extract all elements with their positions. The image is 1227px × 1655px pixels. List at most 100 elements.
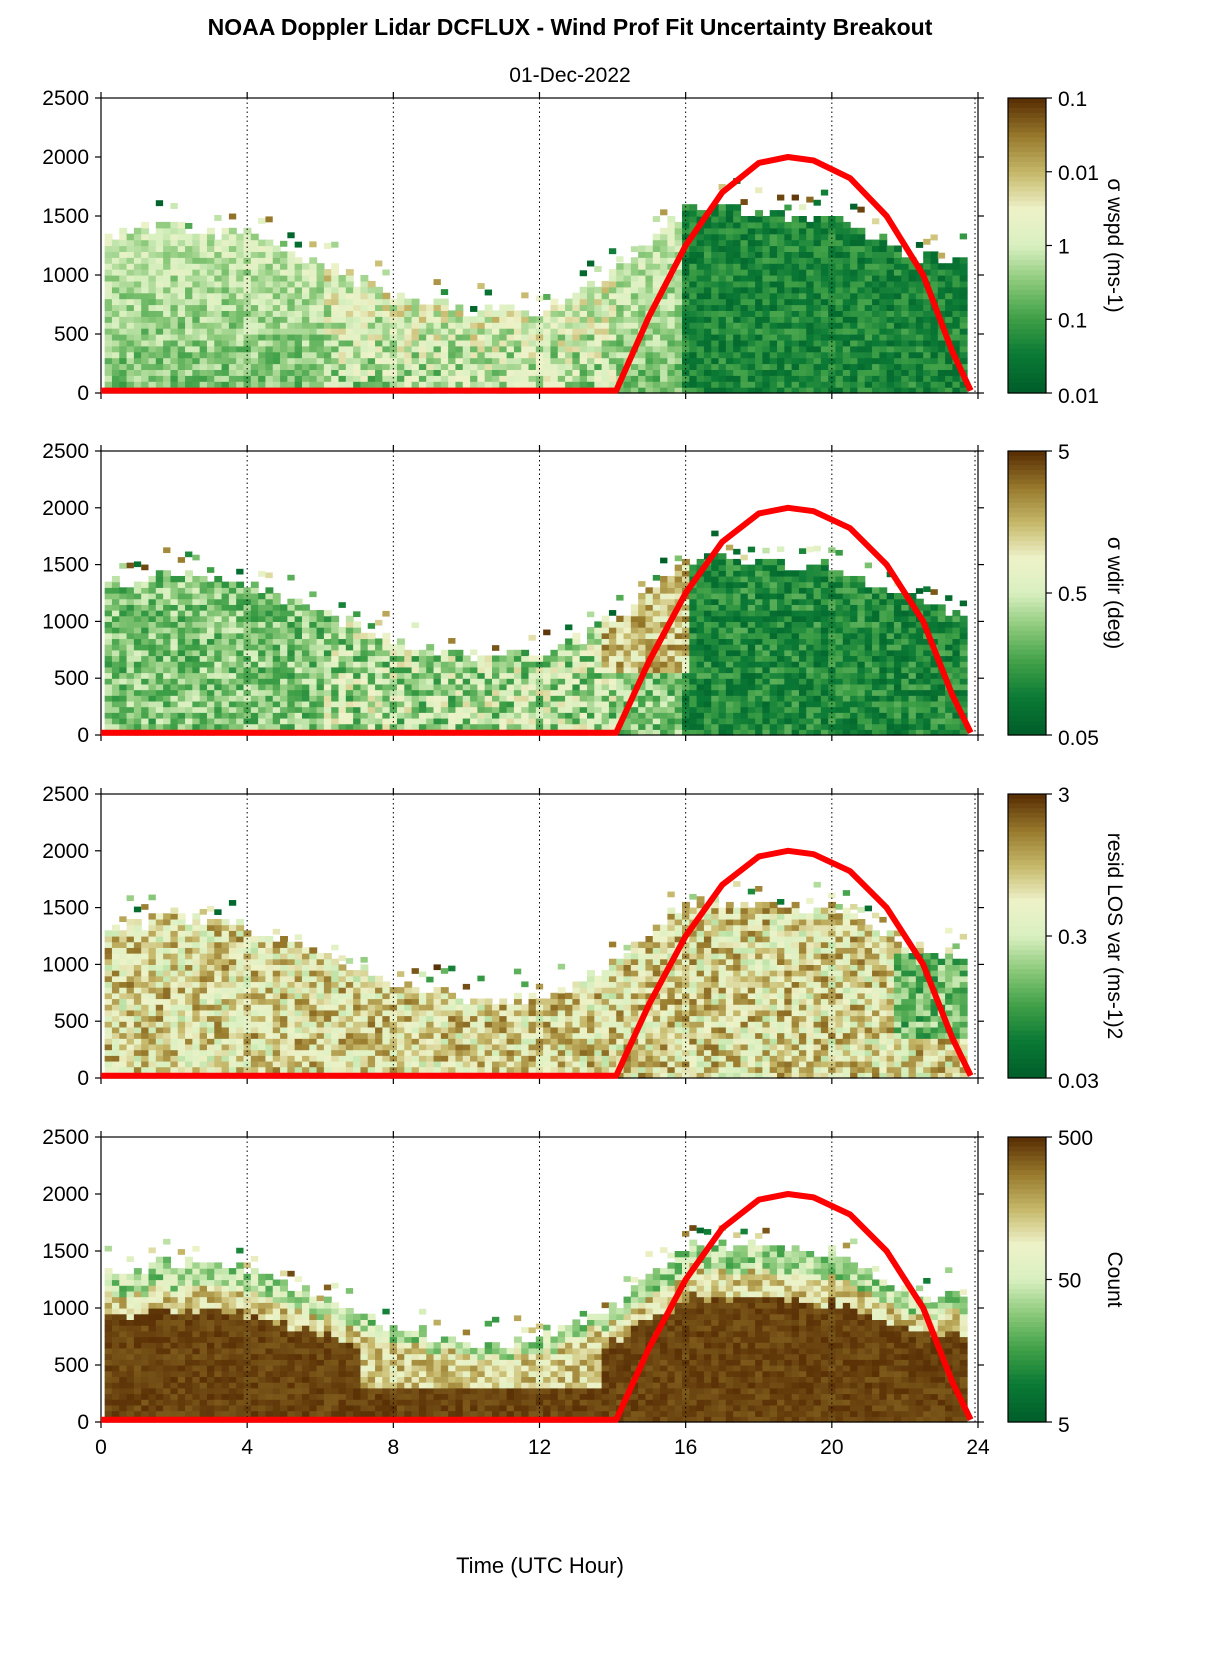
- heatmap-cell: [287, 706, 296, 713]
- heatmap-cell: [733, 661, 742, 668]
- heatmap-cell: [141, 221, 150, 229]
- colorbar-swatch: [1008, 98, 1046, 104]
- heatmap-cell: [331, 689, 340, 696]
- heatmap-cell: [258, 666, 267, 674]
- heatmap-cell: [528, 634, 536, 641]
- heatmap-cell: [762, 369, 771, 376]
- heatmap-cell: [703, 587, 712, 594]
- heatmap-cell: [762, 345, 771, 353]
- heatmap-cell: [206, 286, 215, 294]
- heatmap-cell: [426, 310, 435, 317]
- heatmap-cell: [301, 310, 310, 317]
- y-tick-label: 1000: [42, 264, 89, 287]
- heatmap-cell: [126, 562, 134, 569]
- heatmap-cell: [426, 689, 435, 696]
- heatmap-cell: [601, 661, 610, 668]
- heatmap-cell: [747, 638, 756, 645]
- heatmap-cell: [828, 304, 837, 311]
- heatmap-cell: [484, 369, 493, 376]
- heatmap-cell: [893, 275, 902, 282]
- heatmap-cell: [711, 564, 720, 571]
- heatmap-cell: [163, 632, 172, 640]
- heatmap-cell: [499, 345, 508, 353]
- heatmap-cell: [272, 245, 281, 252]
- heatmap-cell: [440, 316, 449, 323]
- heatmap-cell: [155, 621, 164, 628]
- heatmap-cell: [280, 345, 288, 353]
- heatmap-cell: [265, 717, 274, 725]
- heatmap-cell: [915, 286, 924, 294]
- heatmap-cell: [294, 627, 303, 634]
- heatmap-cell: [535, 683, 544, 691]
- heatmap-cell: [645, 275, 654, 282]
- heatmap-cell: [667, 712, 676, 719]
- heatmap-cell: [565, 661, 573, 668]
- heatmap-cell: [192, 357, 201, 365]
- heatmap-cell: [740, 221, 749, 229]
- heatmap-cell: [133, 610, 142, 617]
- heatmap-cell: [133, 357, 142, 365]
- heatmap-cell: [236, 263, 245, 270]
- heatmap-cell: [345, 678, 354, 685]
- heatmap-cell: [214, 239, 223, 247]
- heatmap-cell: [667, 632, 676, 640]
- colorbar-label: σ wspd (ms-1): [1103, 178, 1126, 312]
- heatmap-cell: [550, 351, 559, 359]
- heatmap-cell: [579, 328, 588, 335]
- heatmap-cell: [711, 334, 720, 341]
- heatmap-cell: [667, 695, 676, 702]
- heatmap-cell: [294, 632, 303, 640]
- heatmap-cell: [820, 328, 829, 335]
- heatmap-cell: [155, 233, 164, 241]
- heatmap-cell: [287, 683, 296, 691]
- heatmap-cell: [682, 304, 690, 311]
- heatmap-cell: [959, 334, 968, 341]
- heatmap-cell: [177, 233, 186, 241]
- heatmap-cell: [893, 363, 902, 370]
- heatmap-cell: [294, 700, 303, 708]
- heatmap-cell: [543, 706, 552, 713]
- heatmap-cell: [331, 280, 340, 288]
- heatmap-cell: [148, 286, 157, 294]
- heatmap-cell: [674, 621, 683, 628]
- heatmap-cell: [345, 627, 354, 634]
- heatmap-cell: [185, 706, 193, 713]
- heatmap-cell: [133, 638, 142, 645]
- heatmap-cell: [287, 700, 296, 708]
- heatmap-cell: [930, 387, 939, 394]
- heatmap-cell: [301, 700, 310, 708]
- heatmap-cell: [185, 661, 193, 668]
- heatmap-cell: [236, 661, 245, 668]
- heatmap-cell: [587, 632, 595, 640]
- heatmap-cell: [842, 334, 851, 341]
- heatmap-cell: [682, 706, 690, 713]
- heatmap-cell: [652, 357, 661, 365]
- heatmap-cell: [221, 632, 230, 640]
- heatmap-cell: [360, 286, 369, 294]
- heatmap-cell: [579, 695, 588, 702]
- heatmap-cell: [433, 666, 442, 674]
- heatmap-cell: [192, 700, 201, 708]
- heatmap-cell: [323, 644, 332, 651]
- heatmap-cell: [199, 610, 208, 617]
- heatmap-cell: [199, 345, 208, 353]
- heatmap-cell: [674, 723, 683, 730]
- heatmap-cell: [791, 194, 799, 201]
- heatmap-cell: [133, 593, 142, 600]
- heatmap-cell: [828, 387, 837, 394]
- heatmap-cell: [345, 649, 354, 657]
- heatmap-cell: [506, 695, 515, 702]
- heatmap-cell: [835, 363, 844, 370]
- heatmap-cell: [345, 621, 354, 628]
- heatmap-cell: [616, 706, 625, 713]
- heatmap-cell: [126, 375, 135, 382]
- heatmap-cell: [543, 316, 552, 323]
- heatmap-cell: [674, 632, 683, 640]
- heatmap-cell: [850, 292, 859, 300]
- heatmap-cell: [155, 286, 164, 294]
- heatmap-cell: [104, 233, 113, 241]
- heatmap-cell: [521, 322, 530, 329]
- heatmap-cell: [769, 280, 778, 288]
- heatmap-cell: [608, 248, 617, 255]
